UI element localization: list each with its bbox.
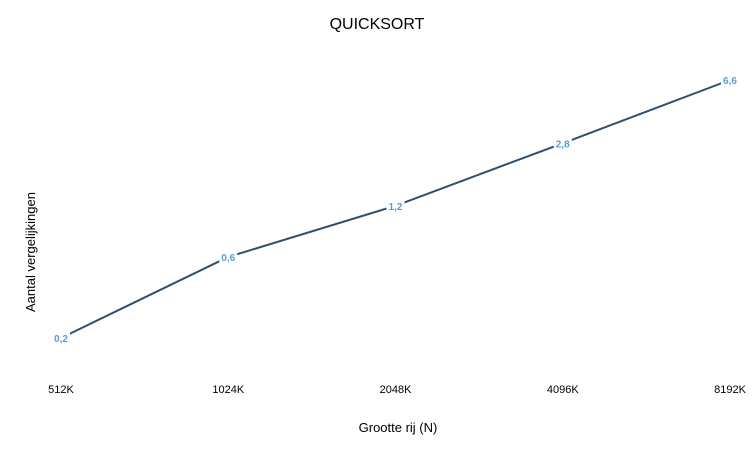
data-label: 0,2 [54, 334, 68, 345]
data-label: 1,2 [389, 202, 403, 213]
data-label: 6,6 [723, 76, 737, 87]
data-label: 2,8 [556, 139, 570, 150]
x-tick-label: 1024K [212, 384, 244, 396]
data-label-background [553, 136, 572, 150]
x-tick-label: 4096K [547, 384, 579, 396]
x-tick-label: 8192K [714, 384, 746, 396]
chart-title: QUICKSORT [330, 16, 425, 33]
data-label: 0,6 [221, 253, 235, 264]
x-tick-label: 512K [48, 384, 74, 396]
y-axis-label: Aantal vergelijkingen [23, 192, 38, 312]
data-label-background [721, 73, 739, 86]
x-axis-label: Grootte rij (N) [359, 420, 438, 435]
x-tick-label: 2048K [380, 384, 412, 396]
data-label-background [219, 249, 238, 263]
data-label-background [52, 331, 70, 344]
plot-area: 0,2 512K 0,6 1024K 1,2 2048K 2,8 4096K 6,6 8192K [48, 73, 747, 396]
data-label-background [386, 198, 405, 212]
